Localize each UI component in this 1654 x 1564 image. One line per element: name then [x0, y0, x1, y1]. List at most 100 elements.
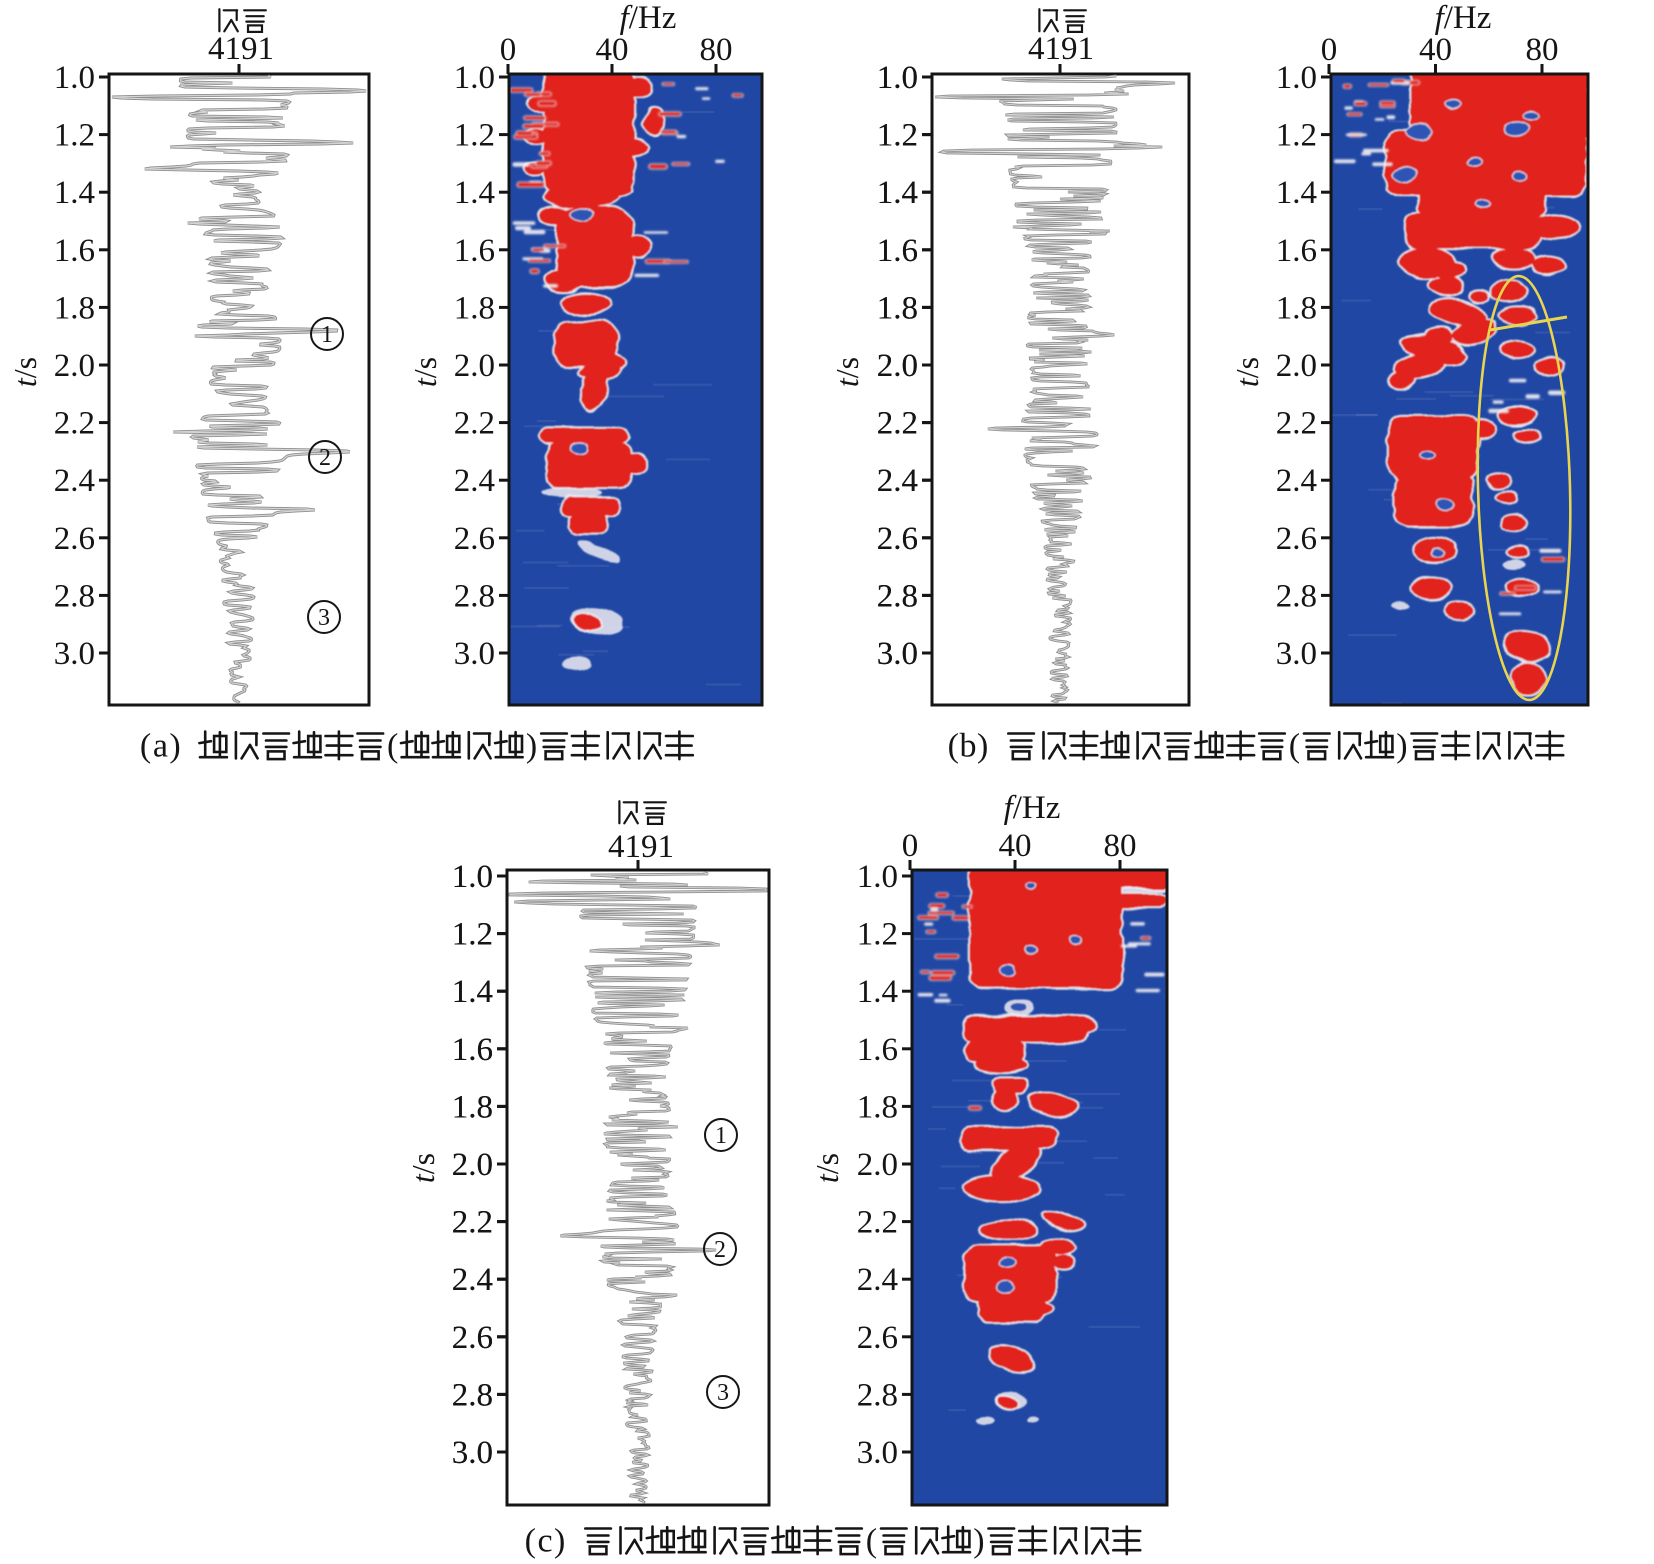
svg-text:2.6: 2.6 — [454, 521, 495, 557]
svg-text:3.0: 3.0 — [877, 636, 918, 672]
svg-text:f/Hz: f/Hz — [1435, 0, 1492, 36]
svg-text:40: 40 — [596, 32, 629, 68]
svg-text:1.8: 1.8 — [877, 290, 918, 326]
svg-text:1.4: 1.4 — [452, 974, 493, 1010]
svg-text:): ) — [1396, 728, 1407, 765]
svg-text:2.2: 2.2 — [1276, 406, 1317, 442]
svg-text:2.0: 2.0 — [877, 348, 918, 384]
svg-text:1.6: 1.6 — [877, 233, 918, 269]
svg-text:1.4: 1.4 — [877, 175, 918, 211]
svg-text:2.8: 2.8 — [857, 1377, 898, 1413]
svg-text:2.6: 2.6 — [1276, 521, 1317, 557]
svg-text:3.0: 3.0 — [452, 1435, 493, 1471]
svg-text:1.8: 1.8 — [452, 1089, 493, 1125]
svg-text:1.4: 1.4 — [54, 175, 95, 211]
svg-text:1.2: 1.2 — [877, 118, 918, 154]
svg-text:(: ( — [140, 728, 151, 765]
svg-text:80: 80 — [700, 32, 733, 68]
svg-text:1.0: 1.0 — [452, 859, 493, 895]
svg-text:3: 3 — [717, 1380, 729, 1406]
svg-text:2.2: 2.2 — [452, 1205, 493, 1241]
svg-text:1.4: 1.4 — [1276, 175, 1317, 211]
svg-text:1.6: 1.6 — [452, 1032, 493, 1068]
svg-text:t/s: t/s — [809, 1153, 845, 1183]
svg-text:1.6: 1.6 — [857, 1032, 898, 1068]
svg-text:4191: 4191 — [1028, 31, 1094, 67]
svg-text:a: a — [153, 728, 168, 765]
svg-text:(: ( — [387, 728, 398, 765]
svg-text:1.2: 1.2 — [454, 118, 495, 154]
svg-text:1.6: 1.6 — [452, 1032, 493, 1068]
svg-text:2.6: 2.6 — [452, 1320, 493, 1356]
svg-text:40: 40 — [999, 828, 1032, 864]
svg-text:1.4: 1.4 — [452, 974, 493, 1010]
svg-text:2.0: 2.0 — [857, 1147, 898, 1183]
svg-text:3.0: 3.0 — [877, 636, 918, 672]
svg-text:2.4: 2.4 — [454, 463, 495, 499]
svg-text:2.0: 2.0 — [877, 348, 918, 384]
svg-text:2.2: 2.2 — [452, 1205, 493, 1241]
svg-text:2.6: 2.6 — [877, 521, 918, 557]
svg-text:1.0: 1.0 — [877, 60, 918, 96]
svg-text:2.4: 2.4 — [877, 463, 918, 499]
svg-text:3.0: 3.0 — [452, 1435, 493, 1471]
svg-text:1.8: 1.8 — [454, 290, 495, 326]
svg-text:t/s: t/s — [1229, 357, 1265, 387]
svg-text:t/s: t/s — [7, 357, 43, 387]
svg-text:t/s: t/s — [407, 357, 443, 387]
svg-text:1.6: 1.6 — [454, 233, 495, 269]
svg-text:40: 40 — [1419, 32, 1452, 68]
svg-text:2.8: 2.8 — [454, 578, 495, 614]
svg-text:1.2: 1.2 — [54, 118, 95, 154]
svg-text:1: 1 — [321, 322, 333, 348]
svg-text:1.8: 1.8 — [857, 1089, 898, 1125]
svg-text:1.4: 1.4 — [857, 974, 898, 1010]
svg-text:1.0: 1.0 — [857, 859, 898, 895]
svg-text:1.8: 1.8 — [54, 290, 95, 326]
svg-text:2.2: 2.2 — [877, 406, 918, 442]
svg-text:1.2: 1.2 — [877, 118, 918, 154]
svg-text:3: 3 — [318, 605, 330, 631]
svg-text:1.2: 1.2 — [452, 917, 493, 953]
svg-text:2.6: 2.6 — [877, 521, 918, 557]
svg-text:): ) — [977, 728, 988, 765]
svg-text:t/s: t/s — [405, 1153, 441, 1183]
svg-text:f/Hz: f/Hz — [1004, 790, 1061, 826]
svg-text:2.6: 2.6 — [54, 521, 95, 557]
svg-text:): ) — [169, 728, 180, 765]
svg-text:2.2: 2.2 — [877, 406, 918, 442]
svg-text:1.8: 1.8 — [452, 1089, 493, 1125]
svg-text:t/s: t/s — [829, 357, 865, 387]
svg-text:1.0: 1.0 — [1276, 60, 1317, 96]
svg-text:1.6: 1.6 — [1276, 233, 1317, 269]
svg-text:(: ( — [525, 1523, 536, 1560]
svg-text:(: ( — [1289, 728, 1300, 765]
svg-text:2: 2 — [714, 1237, 726, 1263]
svg-text:0: 0 — [902, 828, 919, 864]
svg-text:2.4: 2.4 — [857, 1262, 898, 1298]
svg-text:1.2: 1.2 — [452, 917, 493, 953]
svg-text:1.6: 1.6 — [877, 233, 918, 269]
svg-text:2.4: 2.4 — [54, 463, 95, 499]
svg-text:(: ( — [866, 1523, 877, 1560]
svg-text:1.2: 1.2 — [857, 917, 898, 953]
svg-text:1.4: 1.4 — [877, 175, 918, 211]
svg-text:2.6: 2.6 — [857, 1320, 898, 1356]
svg-text:2.8: 2.8 — [877, 578, 918, 614]
svg-text:2.2: 2.2 — [857, 1205, 898, 1241]
svg-text:2.0: 2.0 — [454, 348, 495, 384]
svg-text:1.8: 1.8 — [877, 290, 918, 326]
svg-text:b: b — [960, 728, 977, 765]
svg-text:1.2: 1.2 — [1276, 118, 1317, 154]
svg-text:1.0: 1.0 — [454, 60, 495, 96]
svg-text:2.2: 2.2 — [54, 406, 95, 442]
svg-text:2.0: 2.0 — [452, 1147, 493, 1183]
svg-text:f/Hz: f/Hz — [620, 0, 677, 36]
svg-text:c: c — [537, 1523, 552, 1560]
svg-text:2.4: 2.4 — [1276, 463, 1317, 499]
svg-text:2.4: 2.4 — [452, 1262, 493, 1298]
svg-text:2.8: 2.8 — [452, 1377, 493, 1413]
svg-text:1.8: 1.8 — [1276, 290, 1317, 326]
svg-text:2.0: 2.0 — [54, 348, 95, 384]
svg-text:4191: 4191 — [208, 31, 274, 67]
